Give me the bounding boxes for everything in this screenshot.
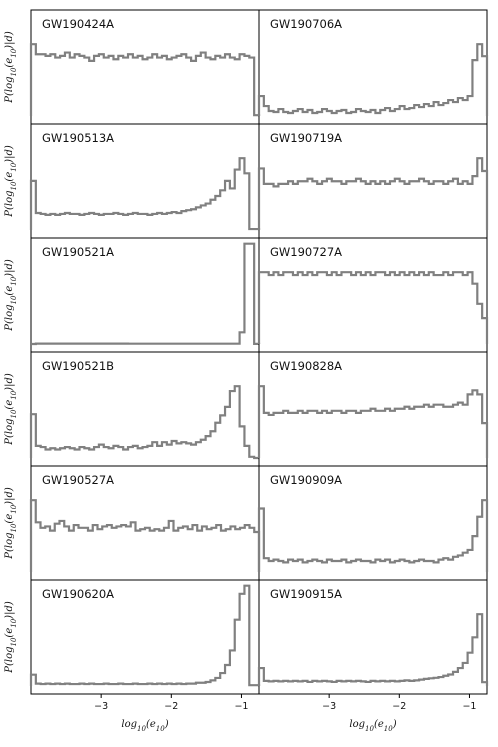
- panel-frame: [258, 579, 488, 695]
- panel-title: GW190424A: [42, 17, 114, 31]
- x-tick-label: −2: [164, 701, 178, 712]
- histogram-step-line: [29, 43, 261, 117]
- y-axis-label: P(log10(e10)|d): [4, 31, 18, 104]
- panel-title: GW190915A: [270, 587, 342, 601]
- histogram-step-line: [29, 385, 259, 460]
- x-axis-label: log10(e10): [121, 719, 168, 733]
- x-tick-label: −3: [322, 701, 336, 712]
- x-tick-label: −2: [392, 701, 406, 712]
- panel-gw190620a: GW190620A P(log10(e10)|d) −3 −2 −1 log10(e10): [4, 579, 261, 733]
- panel-title: GW190828A: [270, 359, 342, 373]
- panel-gw190706a: GW190706A: [257, 9, 489, 125]
- y-axis-label: P(log10(e10)|d): [4, 145, 18, 218]
- histogram-step-line: [257, 157, 489, 231]
- panel-title: GW190719A: [270, 131, 342, 145]
- y-axis-label: P(log10(e10)|d): [4, 601, 18, 674]
- panel-title: GW190909A: [270, 473, 342, 487]
- panel-gw190513a: GW190513A P(log10(e10)|d): [4, 123, 261, 239]
- x-tick-label: −1: [234, 701, 248, 712]
- histogram-step-line: [257, 271, 489, 345]
- panel-gw190719a: GW190719A: [257, 123, 489, 239]
- panel-gw190424a: GW190424A P(log10(e10)|d): [4, 9, 261, 125]
- y-axis-label: P(log10(e10)|d): [4, 373, 18, 446]
- panel-title: GW190620A: [42, 587, 114, 601]
- panel-title: GW190527A: [42, 473, 114, 487]
- panel-gw190828a: GW190828A: [257, 351, 489, 467]
- histogram-step-line: [31, 242, 261, 346]
- histogram-step-line: [29, 499, 261, 573]
- panel-gw190521b: GW190521B P(log10(e10)|d): [4, 351, 260, 467]
- panel-title: GW190513A: [42, 131, 114, 145]
- panel-title: GW190706A: [270, 17, 342, 31]
- panel-gw190527a: GW190527A P(log10(e10)|d): [4, 465, 261, 581]
- panel-title: GW190521A: [42, 245, 114, 259]
- panel-title: GW190727A: [270, 245, 342, 259]
- x-tick-label: −3: [94, 701, 108, 712]
- panel-title: GW190521B: [42, 359, 114, 373]
- histogram-step-line: [257, 613, 489, 687]
- histogram-step-line: [257, 43, 489, 117]
- y-axis-label: P(log10(e10)|d): [4, 487, 18, 560]
- x-axis-label: log10(e10): [349, 719, 396, 733]
- histogram-step-line: [29, 584, 261, 687]
- histogram-step-line: [257, 385, 489, 459]
- panel-gw190727a: GW190727A: [257, 237, 489, 353]
- panel-gw190521a: GW190521A P(log10(e10)|d): [4, 237, 261, 353]
- panel-gw190909a: GW190909A: [257, 465, 489, 581]
- histogram-step-line: [257, 499, 489, 573]
- panel-gw190915a: GW190915A −3 −2 −1 log10(e10): [257, 579, 489, 733]
- histogram-step-line: [29, 157, 261, 231]
- x-tick-label: −1: [462, 701, 476, 712]
- y-axis-label: P(log10(e10)|d): [4, 259, 18, 332]
